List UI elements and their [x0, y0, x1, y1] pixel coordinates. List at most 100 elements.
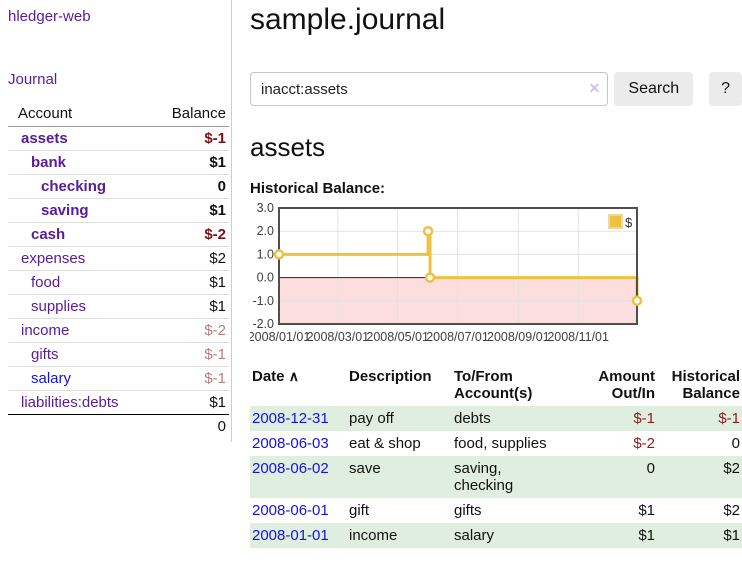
account-link[interactable]: food — [31, 274, 61, 291]
search-form: ✕ Search ? — [250, 72, 742, 106]
svg-text:1.0: 1.0 — [257, 247, 274, 261]
account-heading: assets — [250, 132, 326, 162]
balance-cell: $2 — [657, 456, 742, 498]
description-cell: save — [347, 456, 452, 498]
account-link[interactable]: saving — [41, 202, 89, 219]
svg-text:-1.0: -1.0 — [252, 294, 274, 308]
svg-text:2008/01/01: 2008/01/01 — [250, 330, 310, 344]
account-cell: saving, checking — [452, 456, 595, 498]
balance-cell: $1 — [657, 523, 742, 548]
register-table: Date ∧ Description To/From Account(s) Am… — [250, 366, 742, 548]
account-row: food $1 — [8, 270, 229, 295]
account-balance: $-1 — [204, 130, 226, 147]
account-link[interactable]: cash — [31, 226, 66, 243]
balance-cell: $-1 — [657, 406, 742, 431]
account-link[interactable]: expenses — [21, 250, 86, 267]
date-cell: 2008-06-02 — [250, 456, 347, 498]
svg-text:$: $ — [625, 215, 633, 230]
account-cell: gifts — [454, 502, 482, 519]
account-row: checking 0 — [8, 174, 229, 199]
balance-cell: $2 — [723, 502, 740, 519]
account-link[interactable]: income — [21, 322, 70, 339]
svg-text:2.0: 2.0 — [257, 224, 274, 238]
account-row: expenses $2 — [8, 246, 229, 271]
accounts-header-account: Account — [8, 102, 146, 127]
date-link[interactable]: 2008-06-02 — [252, 460, 329, 477]
amount-cell: $-2 — [633, 435, 655, 452]
sidebar-item-journal[interactable]: Journal — [8, 71, 58, 88]
account-balance: $1 — [145, 390, 229, 415]
date-cell: 2008-01-01 — [250, 523, 347, 548]
account-balance: 0 — [145, 174, 229, 199]
svg-text:2008/11/01: 2008/11/01 — [547, 330, 609, 344]
account-balance: $-2 — [145, 318, 229, 343]
main-content: sample.journal ✕ Search ? assets Histori… — [250, 0, 742, 548]
account-row: gifts $-1 — [8, 342, 229, 367]
account-row: liabilities:debts $1 — [8, 390, 229, 415]
search-button[interactable]: Search — [614, 72, 694, 106]
svg-text:2008/07/01: 2008/07/01 — [426, 330, 489, 344]
date-link[interactable]: 2008-12-31 — [252, 410, 329, 427]
account-cell: food, supplies — [454, 435, 547, 452]
description-cell: pay off — [347, 406, 452, 431]
account-balance: $-1 — [145, 342, 229, 367]
date-cell: 2008-12-31 — [250, 406, 347, 431]
account-balance: $-1 — [145, 366, 229, 391]
search-input[interactable] — [250, 72, 609, 106]
sort-ascending-icon: ∧ — [288, 368, 299, 384]
account-link[interactable]: gifts — [31, 346, 59, 363]
sidebar: hledger-web Journal Account Balance asse… — [0, 0, 232, 442]
register-header-account: To/From Account(s) — [454, 368, 533, 402]
account-balance: $-2 — [145, 222, 229, 247]
accounts-total-value: 0 — [145, 414, 229, 438]
account-cell: debts — [452, 406, 595, 431]
account-row: saving $1 — [8, 198, 229, 223]
register-header-balance: Historical Balance — [671, 368, 740, 402]
amount-cell: 0 — [595, 456, 657, 498]
account-balance: $1 — [145, 294, 229, 319]
clear-search-icon[interactable]: ✕ — [588, 80, 601, 96]
register-row: 2008-12-31 pay off debts $-1 $-1 — [250, 406, 742, 431]
svg-text:-2.0: -2.0 — [252, 317, 274, 331]
historical-balance-chart: $3.0 2.0 1.0 0.0 -1.0 -2.02008/01/012008/03/0… — [250, 203, 643, 344]
register-header-description: Description — [349, 368, 432, 385]
date-link[interactable]: 2008-01-01 — [252, 527, 329, 544]
app-title-link[interactable]: hledger-web — [8, 8, 91, 25]
date-cell: 2008-06-03 — [250, 431, 347, 456]
register-row: 2008-01-01 income salary $1 $1 — [250, 523, 742, 548]
account-balance: $1 — [145, 270, 229, 295]
register-header-date[interactable]: Date ∧ — [252, 368, 299, 385]
svg-text:2008/09/01: 2008/09/01 — [487, 330, 550, 344]
accounts-total-row: 0 — [8, 414, 229, 438]
description-cell: gift — [349, 502, 370, 519]
register-row: 2008-06-02 save saving, checking 0 $2 — [250, 456, 742, 498]
svg-text:2008/03/01: 2008/03/01 — [307, 330, 370, 344]
account-row: assets $-1 — [8, 127, 229, 151]
account-row: supplies $1 — [8, 294, 229, 319]
account-row: cash $-2 — [8, 222, 229, 247]
account-row: salary $-1 — [8, 366, 229, 391]
description-cell: eat & shop — [349, 435, 421, 452]
account-link[interactable]: salary — [31, 370, 72, 387]
amount-cell: $1 — [638, 502, 655, 519]
date-link[interactable]: 2008-06-03 — [252, 435, 329, 452]
svg-text:0.0: 0.0 — [257, 271, 274, 285]
account-link[interactable]: supplies — [31, 298, 87, 315]
help-button[interactable]: ? — [709, 72, 742, 106]
chart-title: Historical Balance: — [250, 180, 386, 197]
account-link[interactable]: bank — [31, 154, 67, 171]
account-row: bank $1 — [8, 150, 229, 175]
account-link[interactable]: liabilities:debts — [21, 394, 119, 411]
accounts-table: Account Balance assets $-1 bank $1 checking 0… — [8, 102, 229, 438]
date-link[interactable]: 2008-06-01 — [252, 502, 329, 519]
account-link[interactable]: assets — [21, 130, 68, 147]
account-link[interactable]: checking — [41, 178, 107, 195]
register-header-amount: Amount Out/In — [598, 368, 655, 402]
date-cell: 2008-06-01 — [250, 498, 347, 523]
account-balance: $2 — [145, 246, 229, 271]
amount-cell: $-1 — [595, 406, 657, 431]
page-title: sample.journal — [250, 3, 446, 36]
register-row: 2008-06-03 eat & shop food, supplies $-2 0 — [250, 431, 742, 456]
register-row: 2008-06-01 gift gifts $1 $2 — [250, 498, 742, 523]
account-row: income $-2 — [8, 318, 229, 343]
